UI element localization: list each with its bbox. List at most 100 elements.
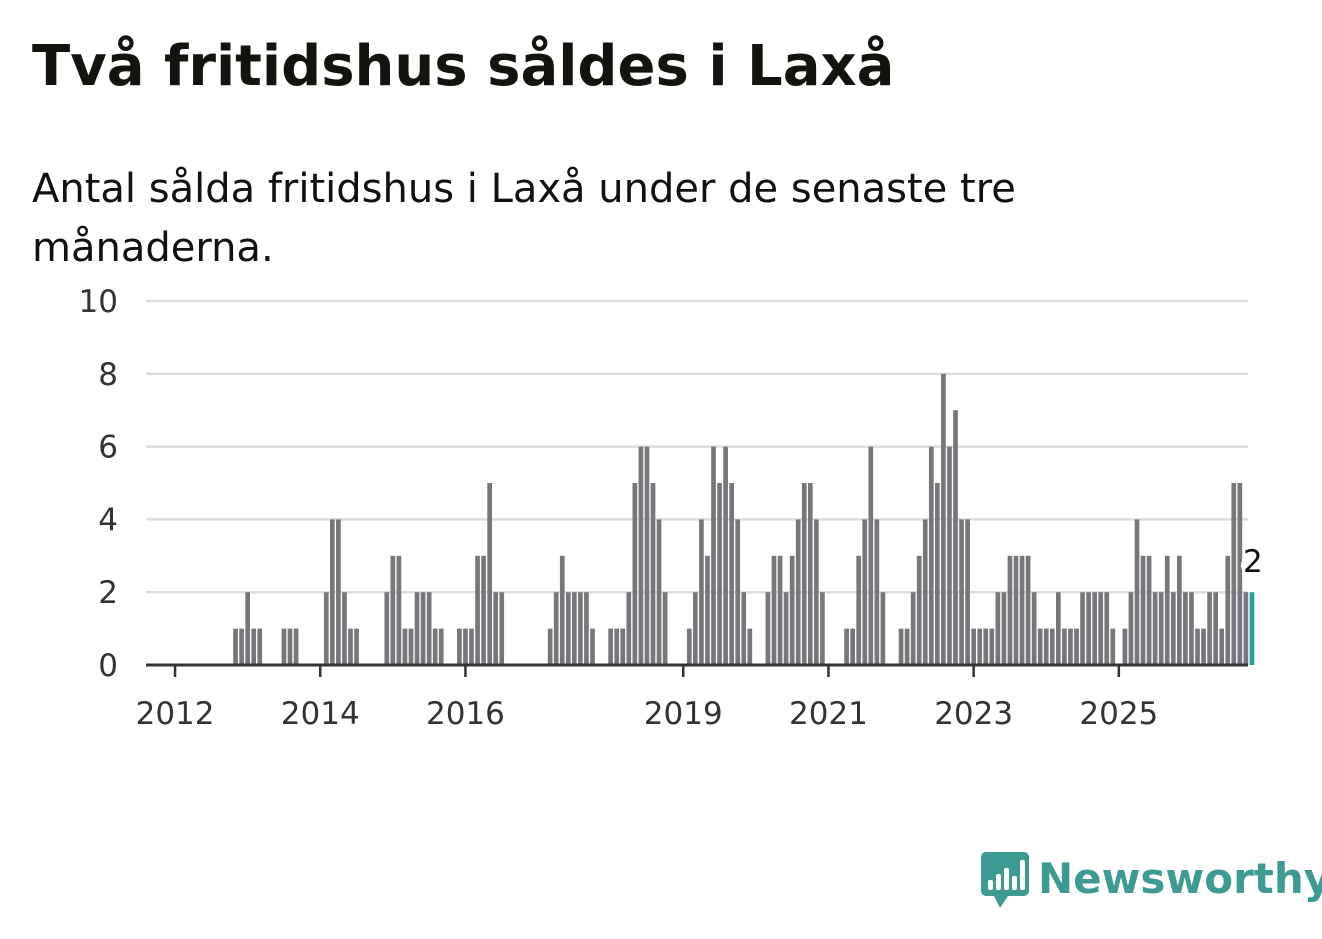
bar <box>1007 555 1013 665</box>
bar <box>910 592 916 665</box>
bar <box>1225 555 1231 665</box>
last-value-annotation: 2 <box>1240 541 1266 583</box>
bar <box>420 592 426 665</box>
bar <box>1025 555 1031 665</box>
bar <box>807 483 813 665</box>
bar <box>553 592 559 665</box>
bar <box>777 555 783 665</box>
bar <box>336 519 341 665</box>
bar <box>245 592 250 665</box>
bar <box>348 628 353 665</box>
bar <box>771 555 777 665</box>
bar <box>862 519 868 665</box>
bar <box>1019 555 1025 665</box>
bar <box>880 592 886 665</box>
bar <box>1189 592 1194 665</box>
bar <box>1231 483 1237 665</box>
brand: Newsworthy <box>980 846 1322 910</box>
last-value-label: 2 <box>1243 544 1263 580</box>
bar <box>257 628 263 665</box>
bar <box>1177 555 1182 665</box>
x-axis-ticks: 2012 2014 2016 2019 2021 2023 2025 <box>136 665 1158 732</box>
bar <box>1140 555 1146 665</box>
y-tick-label: 8 <box>98 357 118 393</box>
bar <box>281 628 287 665</box>
bar <box>1207 592 1212 665</box>
bar <box>983 628 989 665</box>
x-tick-label: 2019 <box>644 696 723 732</box>
bar <box>608 628 613 665</box>
y-tick-label: 10 <box>79 284 118 320</box>
bar <box>547 628 553 665</box>
bar <box>481 555 486 665</box>
annotation-marker <box>1240 557 1257 574</box>
y-tick-label: 2 <box>98 575 118 611</box>
bar <box>977 628 983 665</box>
bar <box>1219 628 1225 665</box>
bar <box>686 628 692 665</box>
bar <box>856 555 862 665</box>
bar <box>559 555 565 665</box>
x-tick-label: 2021 <box>789 696 868 732</box>
bar <box>614 628 620 665</box>
bar <box>874 519 880 665</box>
bar <box>578 592 583 665</box>
bar <box>1201 628 1206 665</box>
bar <box>941 373 946 665</box>
bar <box>1092 592 1097 665</box>
bar <box>959 519 964 665</box>
y-axis-ticks: 0 2 4 6 8 10 <box>79 284 118 684</box>
bar <box>904 628 910 665</box>
bar <box>844 628 849 665</box>
bar <box>1037 628 1043 665</box>
bar <box>765 592 771 665</box>
bar <box>1122 628 1128 665</box>
bar <box>1104 592 1110 665</box>
bar <box>469 628 474 665</box>
bar <box>1062 628 1067 665</box>
bar <box>414 592 420 665</box>
bar <box>638 446 644 665</box>
bar <box>971 628 976 665</box>
bar <box>1080 592 1085 665</box>
bar <box>947 446 952 665</box>
bar-chart: 0 2 4 6 8 10 2012 2014 2016 2019 2021 2023 2025 2 <box>78 284 1266 732</box>
bar <box>251 628 257 665</box>
bar <box>1237 483 1243 665</box>
bar <box>1146 555 1152 665</box>
bar <box>584 592 589 665</box>
bar <box>626 592 632 665</box>
bar <box>1170 592 1176 665</box>
bar <box>723 446 728 665</box>
bar <box>1134 519 1140 665</box>
bar <box>330 519 335 665</box>
bar <box>783 592 789 665</box>
bar <box>820 592 825 665</box>
bar <box>1152 592 1158 665</box>
bar <box>293 628 299 665</box>
bar <box>935 483 940 665</box>
chart-subtitle: Antal sålda fritidshus i Laxå under de s… <box>32 166 1016 271</box>
grid-lines <box>146 299 1248 594</box>
bar <box>463 628 468 665</box>
y-tick-label: 6 <box>98 430 118 466</box>
bar <box>922 519 928 665</box>
bar <box>735 519 741 665</box>
bar <box>402 628 408 665</box>
bar <box>438 628 444 665</box>
bar <box>1158 592 1164 665</box>
bar <box>965 519 970 665</box>
x-tick-label: 2025 <box>1079 696 1158 732</box>
bar-highlight <box>1249 592 1255 665</box>
bar <box>928 446 934 665</box>
bar <box>1068 628 1073 665</box>
bar <box>868 446 874 665</box>
bar <box>565 592 571 665</box>
bar <box>1013 555 1019 665</box>
bar <box>426 592 432 665</box>
newsworthy-logo-icon <box>981 852 1029 908</box>
bar <box>717 483 722 665</box>
bar <box>650 483 656 665</box>
bars <box>233 373 1255 665</box>
bar <box>693 592 698 665</box>
